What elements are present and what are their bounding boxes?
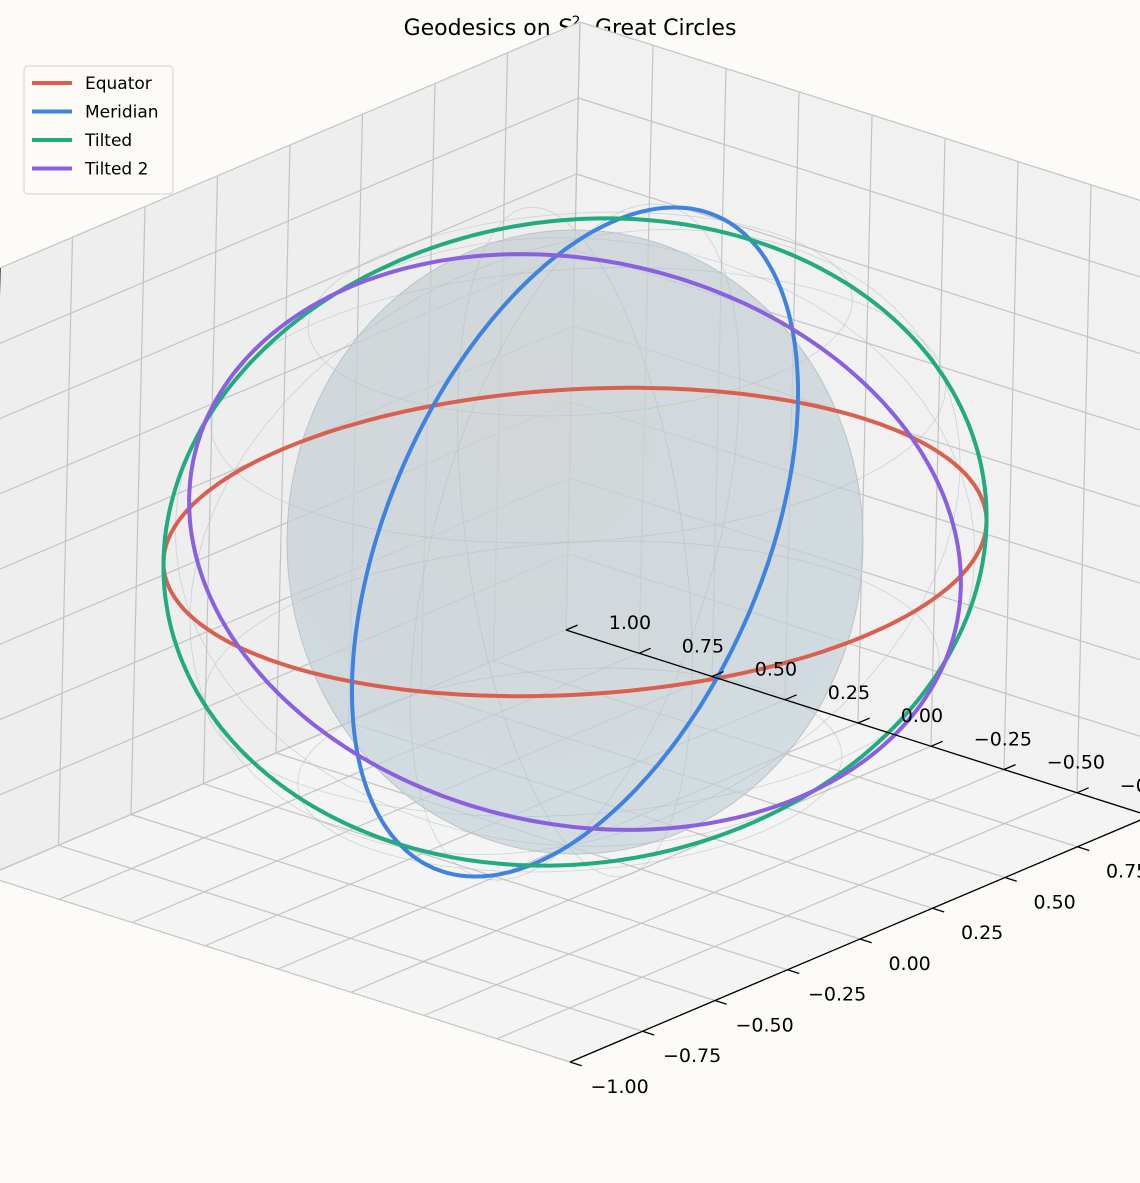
x-tick-label: 1.00 bbox=[609, 612, 651, 634]
legend-label: Tilted bbox=[84, 131, 132, 151]
x-tick-label: 0.75 bbox=[682, 636, 724, 658]
x-tick bbox=[638, 647, 651, 654]
x-tick bbox=[857, 717, 870, 724]
grid-line bbox=[578, 97, 1140, 278]
tick-labels: −1.00−1.00−1.00−0.75−0.75−0.75−0.50−0.50… bbox=[590, 612, 1140, 1098]
grid-line bbox=[0, 97, 579, 344]
great-circles bbox=[161, 205, 989, 879]
legend: Equator Meridian Tilted Tilted 2 bbox=[23, 65, 174, 195]
y-tick-label: 0.25 bbox=[961, 922, 1003, 944]
y-tick-label: −0.50 bbox=[735, 1014, 793, 1036]
y-tick bbox=[1004, 876, 1017, 882]
y-tick bbox=[787, 969, 800, 975]
sphere-wire bbox=[210, 267, 947, 544]
legend-label: Tilted 2 bbox=[84, 160, 148, 180]
x-tick bbox=[1003, 764, 1016, 771]
x-tick-label: 0.25 bbox=[828, 682, 870, 704]
x-tick-label: 0.00 bbox=[901, 705, 943, 727]
y-tick bbox=[569, 1061, 582, 1067]
sphere-wire bbox=[307, 211, 853, 417]
x-tick-label: −0.50 bbox=[1047, 752, 1105, 774]
y-tick bbox=[714, 999, 727, 1005]
series-line-tilted-2 bbox=[187, 252, 963, 832]
axis-lines bbox=[0, 268, 1140, 1067]
y-tick-label: 0.00 bbox=[888, 953, 930, 975]
y-tick-label: −0.75 bbox=[663, 1045, 721, 1067]
y-tick bbox=[1077, 846, 1090, 852]
x-tick-label: 0.50 bbox=[755, 659, 797, 681]
legend-box bbox=[23, 65, 174, 195]
grid-line bbox=[576, 173, 1140, 355]
chart-title: Geodesics on S2: Great Circles bbox=[404, 14, 737, 41]
y-tick-label: −0.25 bbox=[808, 984, 866, 1006]
series-line-tilted bbox=[161, 216, 989, 868]
y-tick-label: 0.50 bbox=[1033, 891, 1075, 913]
y-tick bbox=[932, 907, 945, 913]
legend-label: Equator bbox=[85, 74, 152, 94]
y-tick bbox=[642, 1030, 655, 1036]
legend-label: Meridian bbox=[85, 103, 159, 123]
x-tick-label: −0.25 bbox=[974, 729, 1032, 751]
x-tick bbox=[711, 671, 724, 678]
grid-line bbox=[0, 21, 581, 269]
grid-line bbox=[0, 173, 577, 420]
y-tick bbox=[859, 938, 872, 944]
x-tick bbox=[784, 694, 797, 701]
x-tick bbox=[930, 740, 943, 747]
sphere-wire bbox=[203, 540, 940, 817]
series-line-meridian bbox=[350, 205, 800, 879]
x-tick-label: −0.75 bbox=[1120, 775, 1140, 797]
grid-line bbox=[579, 21, 1140, 201]
series-line-equator bbox=[161, 385, 989, 699]
y-tick-label: −1.00 bbox=[590, 1076, 648, 1098]
x-tick bbox=[565, 624, 578, 631]
y-tick-label: 0.75 bbox=[1106, 861, 1140, 883]
sphere-wire bbox=[297, 667, 843, 873]
x-tick bbox=[1076, 787, 1089, 794]
